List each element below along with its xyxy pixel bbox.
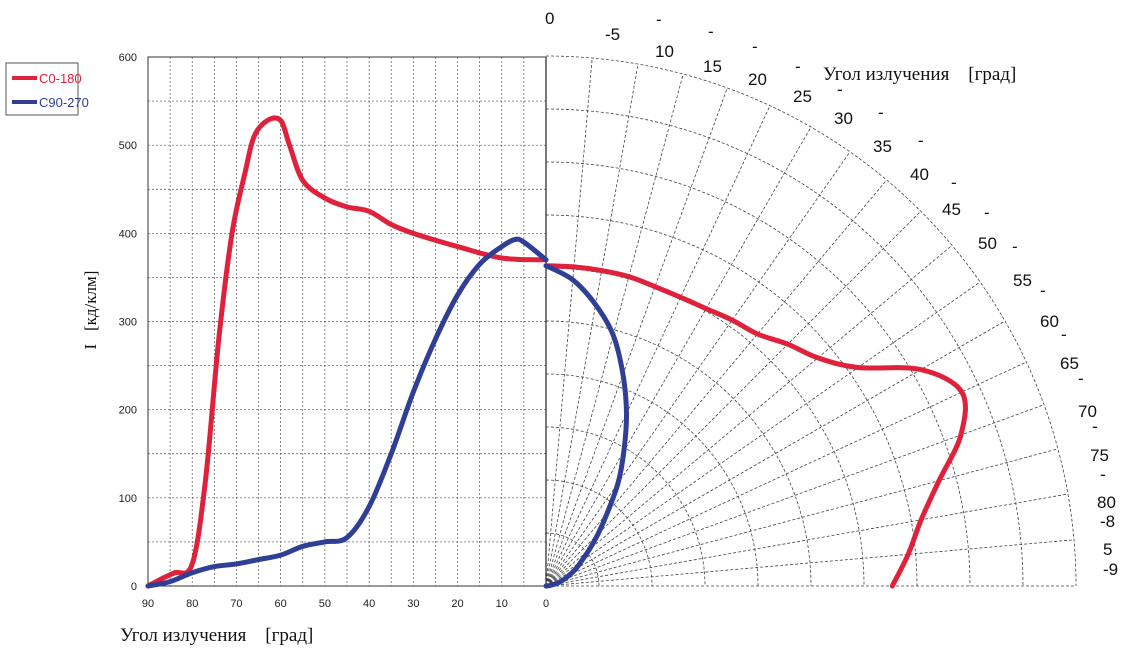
polar-spoke	[545, 320, 1006, 587]
cartesian-grid	[147, 56, 547, 587]
polar-dash-mark: -	[1092, 417, 1098, 436]
y-tick-label: 500	[119, 140, 137, 152]
polar-angle-label: 15	[703, 57, 722, 76]
polar-angle-label: 20	[748, 70, 767, 89]
x-axis-title: Угол излучения [град]	[120, 625, 313, 646]
y-tick-label: 600	[119, 52, 137, 64]
polar-dash-mark: -	[1100, 465, 1106, 484]
y-tick-label: 300	[119, 317, 137, 329]
legend: C0-180 C90-270	[5, 62, 89, 116]
polar-angle-label: 40	[910, 165, 929, 184]
polar-dash-mark: -	[1078, 369, 1084, 388]
polar-spoke	[545, 245, 953, 587]
polar-angle-labels: 0 -5 10 15 20 25 30 35 40 45 50 55 60 65 70 75 80-8 5-9 - -…	[545, 9, 1118, 579]
polar-angle-label: 55	[1013, 271, 1032, 290]
x-tick-label: 80	[186, 598, 198, 610]
y-tick-label: 0	[131, 581, 137, 593]
x-tick-label: 30	[407, 598, 419, 610]
polar-spoke	[545, 210, 922, 587]
polar-angle-label: 0	[545, 9, 554, 28]
polar-dash-mark: -	[951, 173, 957, 192]
polar-ring	[545, 161, 971, 587]
polar-angle-label: 50	[978, 234, 997, 253]
polar-spoke	[545, 448, 1059, 587]
x-tick-label: 90	[142, 598, 154, 610]
polar-spoke	[545, 361, 1027, 587]
polar-angle-label: 60	[1040, 312, 1059, 331]
polar-spoke	[545, 539, 1075, 587]
polar-dash-mark: -	[837, 80, 843, 99]
polar-spoke	[545, 105, 771, 587]
polar-spoke	[545, 281, 981, 587]
polar-dash-mark: -	[656, 10, 662, 29]
polar-dash-mark: -	[1061, 325, 1067, 344]
polar-angle-label: -5	[605, 25, 620, 44]
polar-spoke	[545, 73, 684, 587]
polar-ring	[545, 479, 653, 587]
polar-dash-mark: -	[752, 37, 758, 56]
y-tick-label: 200	[119, 405, 137, 417]
polar-dash-mark: -	[918, 131, 924, 150]
polar-ring	[545, 267, 865, 587]
polar-ring	[545, 108, 1024, 587]
polar-angle-label: 35	[873, 137, 892, 156]
polar-grid	[545, 55, 1077, 587]
polar-dash-mark: -	[795, 57, 801, 76]
polar-spoke	[545, 179, 887, 587]
polar-spoke	[545, 126, 812, 587]
polar-angle-label: 10	[655, 42, 674, 61]
polar-spoke	[545, 63, 639, 587]
polar-ring	[545, 55, 1077, 587]
x-tick-label: 50	[319, 598, 331, 610]
polar-dash-mark: -	[1040, 281, 1046, 300]
polar-dash-mark: -	[1012, 237, 1018, 256]
polar-series-line-c90-270	[543, 263, 629, 589]
y-tick-label: 400	[119, 228, 137, 240]
polar-angle-label: 80	[1097, 493, 1116, 512]
polar-angle-label: 30	[834, 109, 853, 128]
legend-label-c90-270: C90-270	[39, 95, 89, 110]
polar-series-line-c0-180	[543, 263, 968, 589]
polar-spoke	[545, 404, 1045, 587]
polar-angle-label: 25	[793, 87, 812, 106]
series-layer	[145, 115, 968, 589]
polar-ring	[545, 320, 812, 587]
x-tick-label: 20	[451, 598, 463, 610]
polar-angle-label: 70	[1078, 402, 1097, 421]
y-tick-label: 100	[119, 493, 137, 505]
polar-angle-label: 75	[1090, 446, 1109, 465]
polar-angle-label: -8	[1100, 512, 1115, 531]
series-line-c0-180	[145, 115, 549, 589]
polar-angle-label: 5	[1103, 540, 1112, 559]
x-tick-label: 40	[363, 598, 375, 610]
series-line-c90-270	[145, 236, 549, 589]
polar-spoke	[545, 493, 1069, 587]
legend-label-c0-180: C0-180	[39, 71, 82, 86]
x-tick-label: 10	[496, 598, 508, 610]
polar-angle-label: 65	[1060, 354, 1079, 373]
y-axis-title: I [кд/клм]	[81, 271, 100, 350]
x-tick-label: 60	[275, 598, 287, 610]
x-tick-label: 70	[230, 598, 242, 610]
polar-dash-mark: -	[878, 103, 884, 122]
polar-spoke	[545, 87, 728, 587]
legend-box	[5, 62, 79, 116]
x-tick-label: 0	[543, 598, 549, 610]
polar-spoke	[545, 57, 593, 587]
polar-angle-label: -9	[1103, 560, 1118, 579]
polar-dash-mark: -	[708, 22, 714, 41]
polar-angle-label: 45	[942, 200, 961, 219]
polar-axis-title: Угол излучения [град]	[823, 64, 1016, 85]
polar-dash-mark: -	[984, 203, 990, 222]
polar-spoke	[545, 151, 851, 587]
